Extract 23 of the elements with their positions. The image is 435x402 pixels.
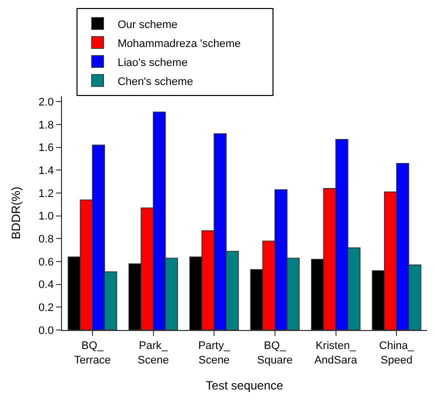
y-tick-label: 2.0: [38, 96, 54, 109]
y-tick-label: 0.8: [38, 234, 54, 246]
x-tick-label: Kristen_ AndSara: [314, 340, 358, 366]
x-tick-label: China_ Speed: [379, 340, 415, 366]
x-tick-label: Party_ Scene: [198, 340, 231, 366]
y-axis-title: BDDR(%): [8, 186, 23, 240]
y-tick-label: 1.2: [38, 188, 54, 200]
x-tick-label: BQ_ Square: [257, 340, 293, 366]
x-axis-title: Test sequence: [206, 378, 284, 392]
legend-label: Our scheme: [118, 18, 178, 31]
y-tick-label: 1.0: [38, 210, 54, 223]
y-tick-label: 0.6: [38, 256, 54, 268]
legend-label: Liao's scheme: [118, 56, 188, 69]
y-tick-label: 1.4: [38, 165, 54, 178]
legend-label: Mohammadreza 'scheme: [118, 38, 241, 50]
y-tick-label: 1.6: [38, 142, 54, 154]
legend-label: Chen's scheme: [118, 76, 194, 88]
y-tick-label: 0.0: [38, 324, 54, 337]
x-tick-label: Park_ Scene: [138, 340, 169, 366]
x-tick-label: BQ_ Terrace: [74, 340, 111, 366]
y-tick-label: 1.8: [38, 119, 54, 132]
y-tick-label: 0.4: [38, 279, 54, 292]
y-tick-label: 0.2: [38, 302, 54, 314]
